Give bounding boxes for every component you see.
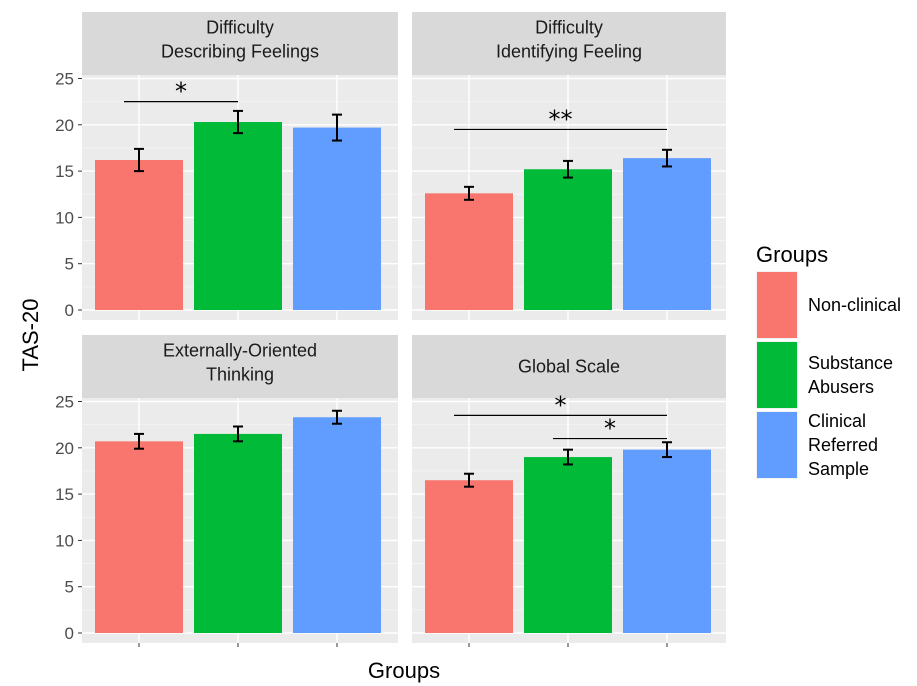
legend-label-line: Clinical [808, 411, 866, 431]
bar [524, 169, 612, 310]
legend-key [757, 342, 797, 408]
facet-title: Thinking [206, 365, 274, 385]
facet-title: Difficulty [535, 18, 603, 38]
facet-strip [82, 12, 398, 75]
facet-strip [412, 12, 726, 75]
legend-key [757, 412, 797, 478]
significance-marker: * [175, 78, 187, 106]
bar [95, 159, 183, 310]
y-tick-label: 5 [65, 255, 74, 274]
y-axis-title: TAS-20 [18, 299, 43, 372]
bar [194, 122, 282, 310]
significance-marker: * [555, 391, 567, 419]
facet-title: Identifying Feeling [496, 42, 642, 62]
bar [293, 127, 381, 310]
legend-label-line: Non-clinical [808, 295, 901, 315]
y-tick-label: 20 [55, 439, 74, 458]
legend-label-line: Referred [808, 435, 878, 455]
y-tick-label: 25 [55, 70, 74, 89]
significance-marker: * [604, 415, 616, 443]
legend: Groups Non-clinical Substance Abusers Clinic… [756, 242, 901, 479]
facet-strip [82, 335, 398, 398]
facet-strip [412, 335, 726, 398]
legend-title: Groups [756, 242, 828, 267]
facet-title: Global Scale [518, 357, 620, 377]
bar [194, 433, 282, 633]
bar [524, 457, 612, 633]
legend-label-line: Substance [808, 353, 893, 373]
bar [95, 441, 183, 633]
facet-panel: Global Scale * * [412, 335, 726, 647]
facet-panel: Difficulty Describing Feelings * 0 5 10 15 20 25 [55, 12, 398, 320]
y-tick-label: 25 [55, 393, 74, 412]
facet-title: Describing Feelings [161, 42, 319, 62]
legend-label: Substance Abusers [808, 353, 893, 397]
significance-marker: ** [549, 105, 573, 133]
facet-title: Difficulty [206, 18, 274, 38]
facet-panel: Externally-Oriented Thinking 0 5 10 15 20 25 [55, 335, 398, 647]
y-tick-label: 15 [55, 162, 74, 181]
bar [623, 449, 711, 633]
y-tick-label: 10 [55, 531, 74, 550]
y-tick-label: 0 [65, 301, 74, 320]
y-tick-label: 20 [55, 116, 74, 135]
y-tick-label: 0 [65, 624, 74, 643]
x-axis-title: Groups [368, 658, 440, 683]
y-tick-label: 10 [55, 208, 74, 227]
legend-label-line: Sample [808, 459, 869, 479]
legend-label-line: Abusers [808, 377, 874, 397]
bar [623, 158, 711, 310]
bar [425, 480, 513, 633]
legend-label: Clinical Referred Sample [808, 411, 878, 479]
y-tick-label: 5 [65, 578, 74, 597]
y-tick-label: 15 [55, 485, 74, 504]
legend-label: Non-clinical [808, 295, 901, 315]
bar [293, 417, 381, 633]
legend-key [757, 272, 797, 338]
facet-panel: Difficulty Identifying Feeling ** [412, 12, 726, 320]
facet-title: Externally-Oriented [163, 341, 317, 361]
bar [425, 193, 513, 310]
